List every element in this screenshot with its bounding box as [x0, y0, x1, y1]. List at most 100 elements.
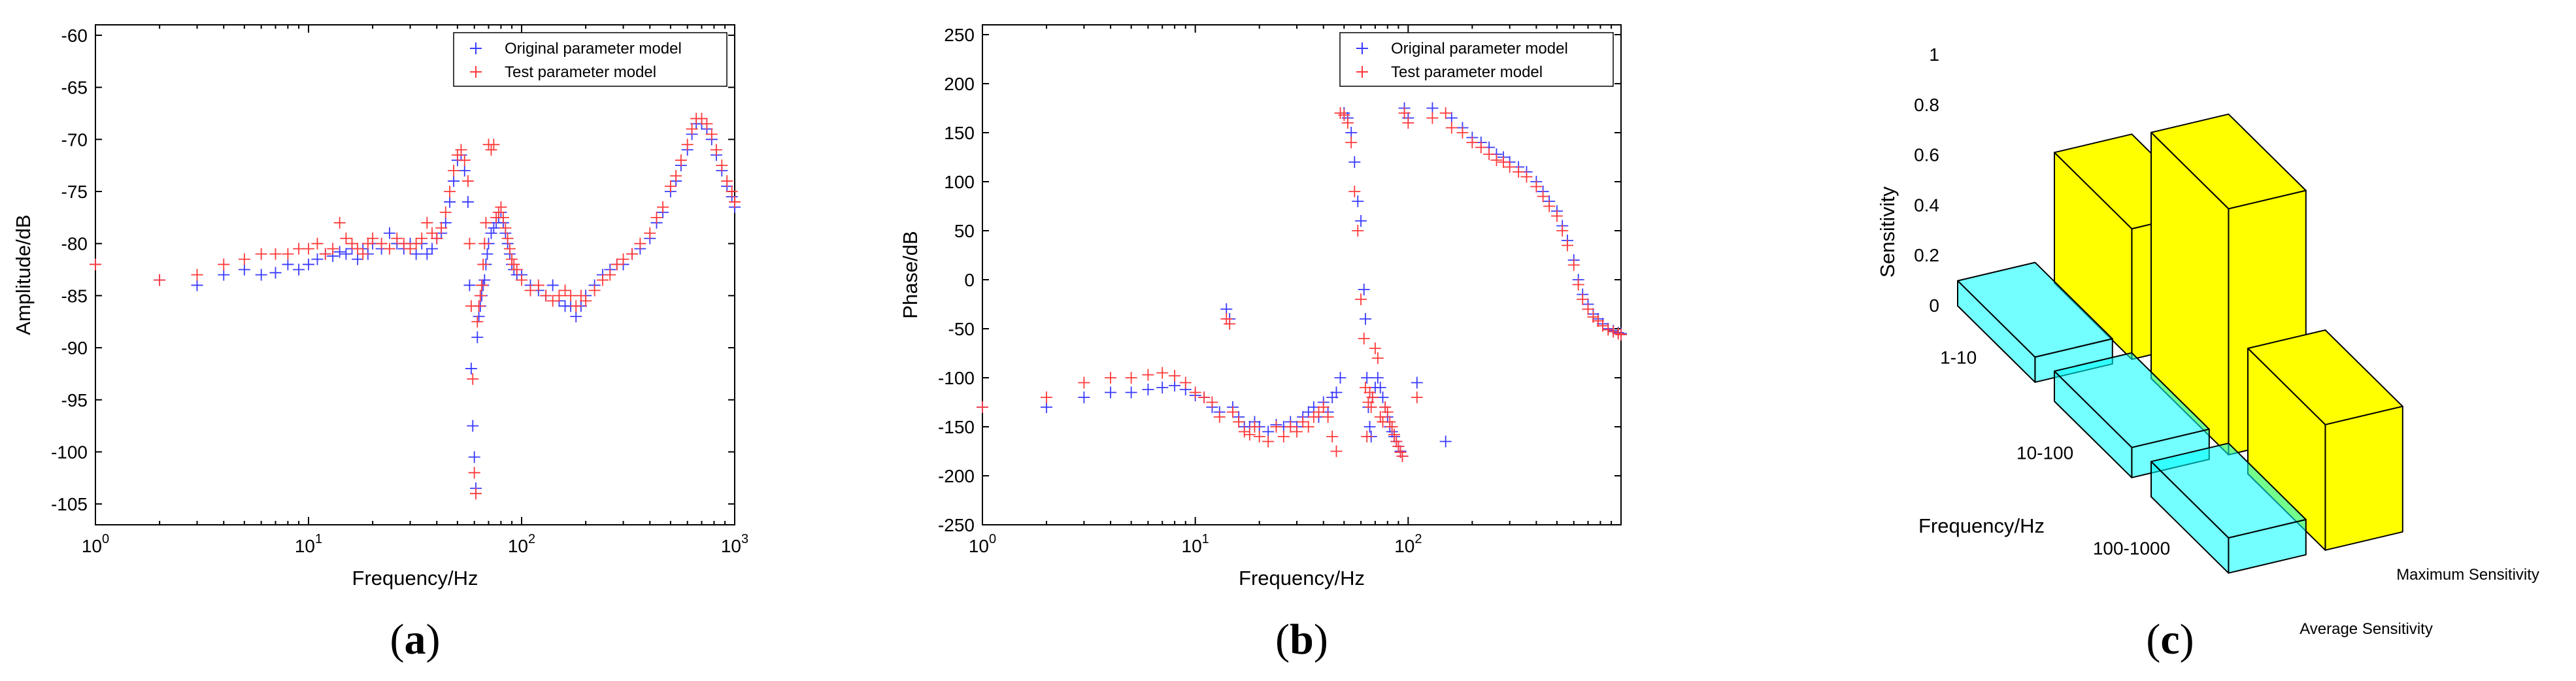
x-tick-label: 100	[82, 532, 109, 556]
series-original	[977, 102, 1627, 462]
x-tick-label: 101	[1182, 532, 1209, 556]
data-point	[477, 258, 490, 271]
data-point	[461, 175, 474, 188]
data-point	[1330, 445, 1343, 457]
data-point	[508, 258, 520, 271]
legend-label: Test parameter model	[505, 63, 656, 81]
y-tick-label: -150	[938, 417, 975, 437]
data-point	[1156, 367, 1169, 379]
data-point	[1602, 324, 1614, 336]
data-point	[1189, 386, 1201, 399]
data-point	[1381, 406, 1394, 418]
data-point	[1355, 215, 1367, 227]
data-point	[1371, 352, 1384, 364]
data-point	[721, 175, 733, 188]
data-point	[293, 263, 305, 276]
x-axis-label: Frequency/Hz	[1918, 514, 2045, 537]
data-point	[282, 248, 294, 260]
data-point	[448, 165, 460, 177]
bar-front	[2324, 405, 2403, 551]
series-test	[90, 112, 741, 500]
data-point	[1361, 372, 1373, 384]
data-point	[729, 195, 741, 208]
data-point	[1326, 431, 1339, 442]
data-point	[1334, 372, 1347, 384]
data-point	[1402, 117, 1414, 129]
data-point	[1466, 137, 1479, 148]
data-point	[524, 284, 537, 297]
data-point	[575, 290, 587, 302]
data-point	[191, 269, 203, 281]
data-point	[431, 232, 443, 244]
series-original	[90, 118, 741, 495]
data-point	[471, 331, 484, 344]
data-point	[1338, 109, 1350, 121]
data-point	[383, 227, 395, 239]
data-point	[439, 206, 452, 218]
data-point	[1392, 440, 1405, 452]
y-axis-label: Phase/dB	[899, 231, 922, 318]
data-point	[1615, 329, 1627, 340]
data-point	[444, 195, 456, 208]
data-point	[346, 237, 358, 250]
data-point	[499, 222, 512, 234]
z-tick-label: 0.8	[1914, 95, 1939, 115]
x-axis-label: Frequency/Hz	[1239, 567, 1365, 590]
data-point	[1561, 239, 1573, 252]
data-point	[1456, 127, 1469, 139]
data-point	[695, 112, 708, 125]
data-point	[468, 451, 480, 463]
z-tick-label: 0.4	[1914, 195, 1939, 215]
data-point	[465, 362, 477, 374]
y-tick-label: -85	[61, 286, 88, 306]
data-point	[476, 279, 488, 291]
data-point	[1379, 401, 1392, 413]
data-point	[1369, 342, 1381, 354]
data-point	[444, 186, 456, 197]
panel-c-sensitivity-bar3d: 1 0.8 0.6 0.4 0.2 0 Sensitivity 1-10 10-100 100-1…	[1876, 44, 2539, 663]
data-point	[352, 242, 364, 255]
y-tick-label: -100	[938, 368, 975, 388]
z-tick-label: 1	[1929, 44, 1939, 65]
data-point	[458, 154, 471, 167]
y-tick-label: -65	[61, 78, 88, 98]
data-point	[435, 222, 448, 234]
data-point	[1411, 376, 1423, 389]
data-point	[686, 123, 698, 135]
data-point	[1341, 117, 1354, 129]
data-point	[1483, 148, 1496, 160]
data-point	[1426, 112, 1439, 124]
y-tick-label: -80	[61, 234, 88, 254]
data-point	[1520, 171, 1533, 183]
data-point	[1513, 166, 1525, 178]
data-point	[238, 263, 250, 276]
data-point	[596, 274, 609, 286]
panel-a-amplitude-chart: -60 -65 -70 -75 -80 -85 -90 -95 -100 -105 100 101 10…	[12, 24, 748, 663]
data-point	[1556, 225, 1569, 237]
series-label: Maximum Sensitivity	[2396, 566, 2539, 584]
legend: Original parameter model Test parameter m…	[453, 32, 728, 87]
data-point	[565, 290, 577, 302]
data-point	[570, 300, 582, 312]
data-point	[1277, 431, 1290, 442]
data-point	[473, 300, 485, 312]
data-point	[1297, 416, 1309, 428]
data-point	[516, 274, 527, 286]
y-tick-label: -75	[61, 182, 88, 202]
data-point	[559, 284, 571, 297]
bar-side	[2054, 370, 2133, 478]
data-point	[467, 373, 479, 385]
data-point	[1253, 431, 1265, 442]
data-point	[611, 258, 623, 271]
series-test	[977, 107, 1627, 462]
legend-marker	[1356, 42, 1368, 54]
y-tick-label: -250	[938, 515, 975, 535]
data-point	[1572, 278, 1584, 291]
data-point	[1366, 391, 1379, 403]
data-point	[580, 295, 592, 307]
data-point	[1398, 107, 1411, 119]
data-point	[510, 263, 523, 276]
x-tick-label: 101	[295, 532, 322, 556]
data-point	[468, 467, 480, 479]
